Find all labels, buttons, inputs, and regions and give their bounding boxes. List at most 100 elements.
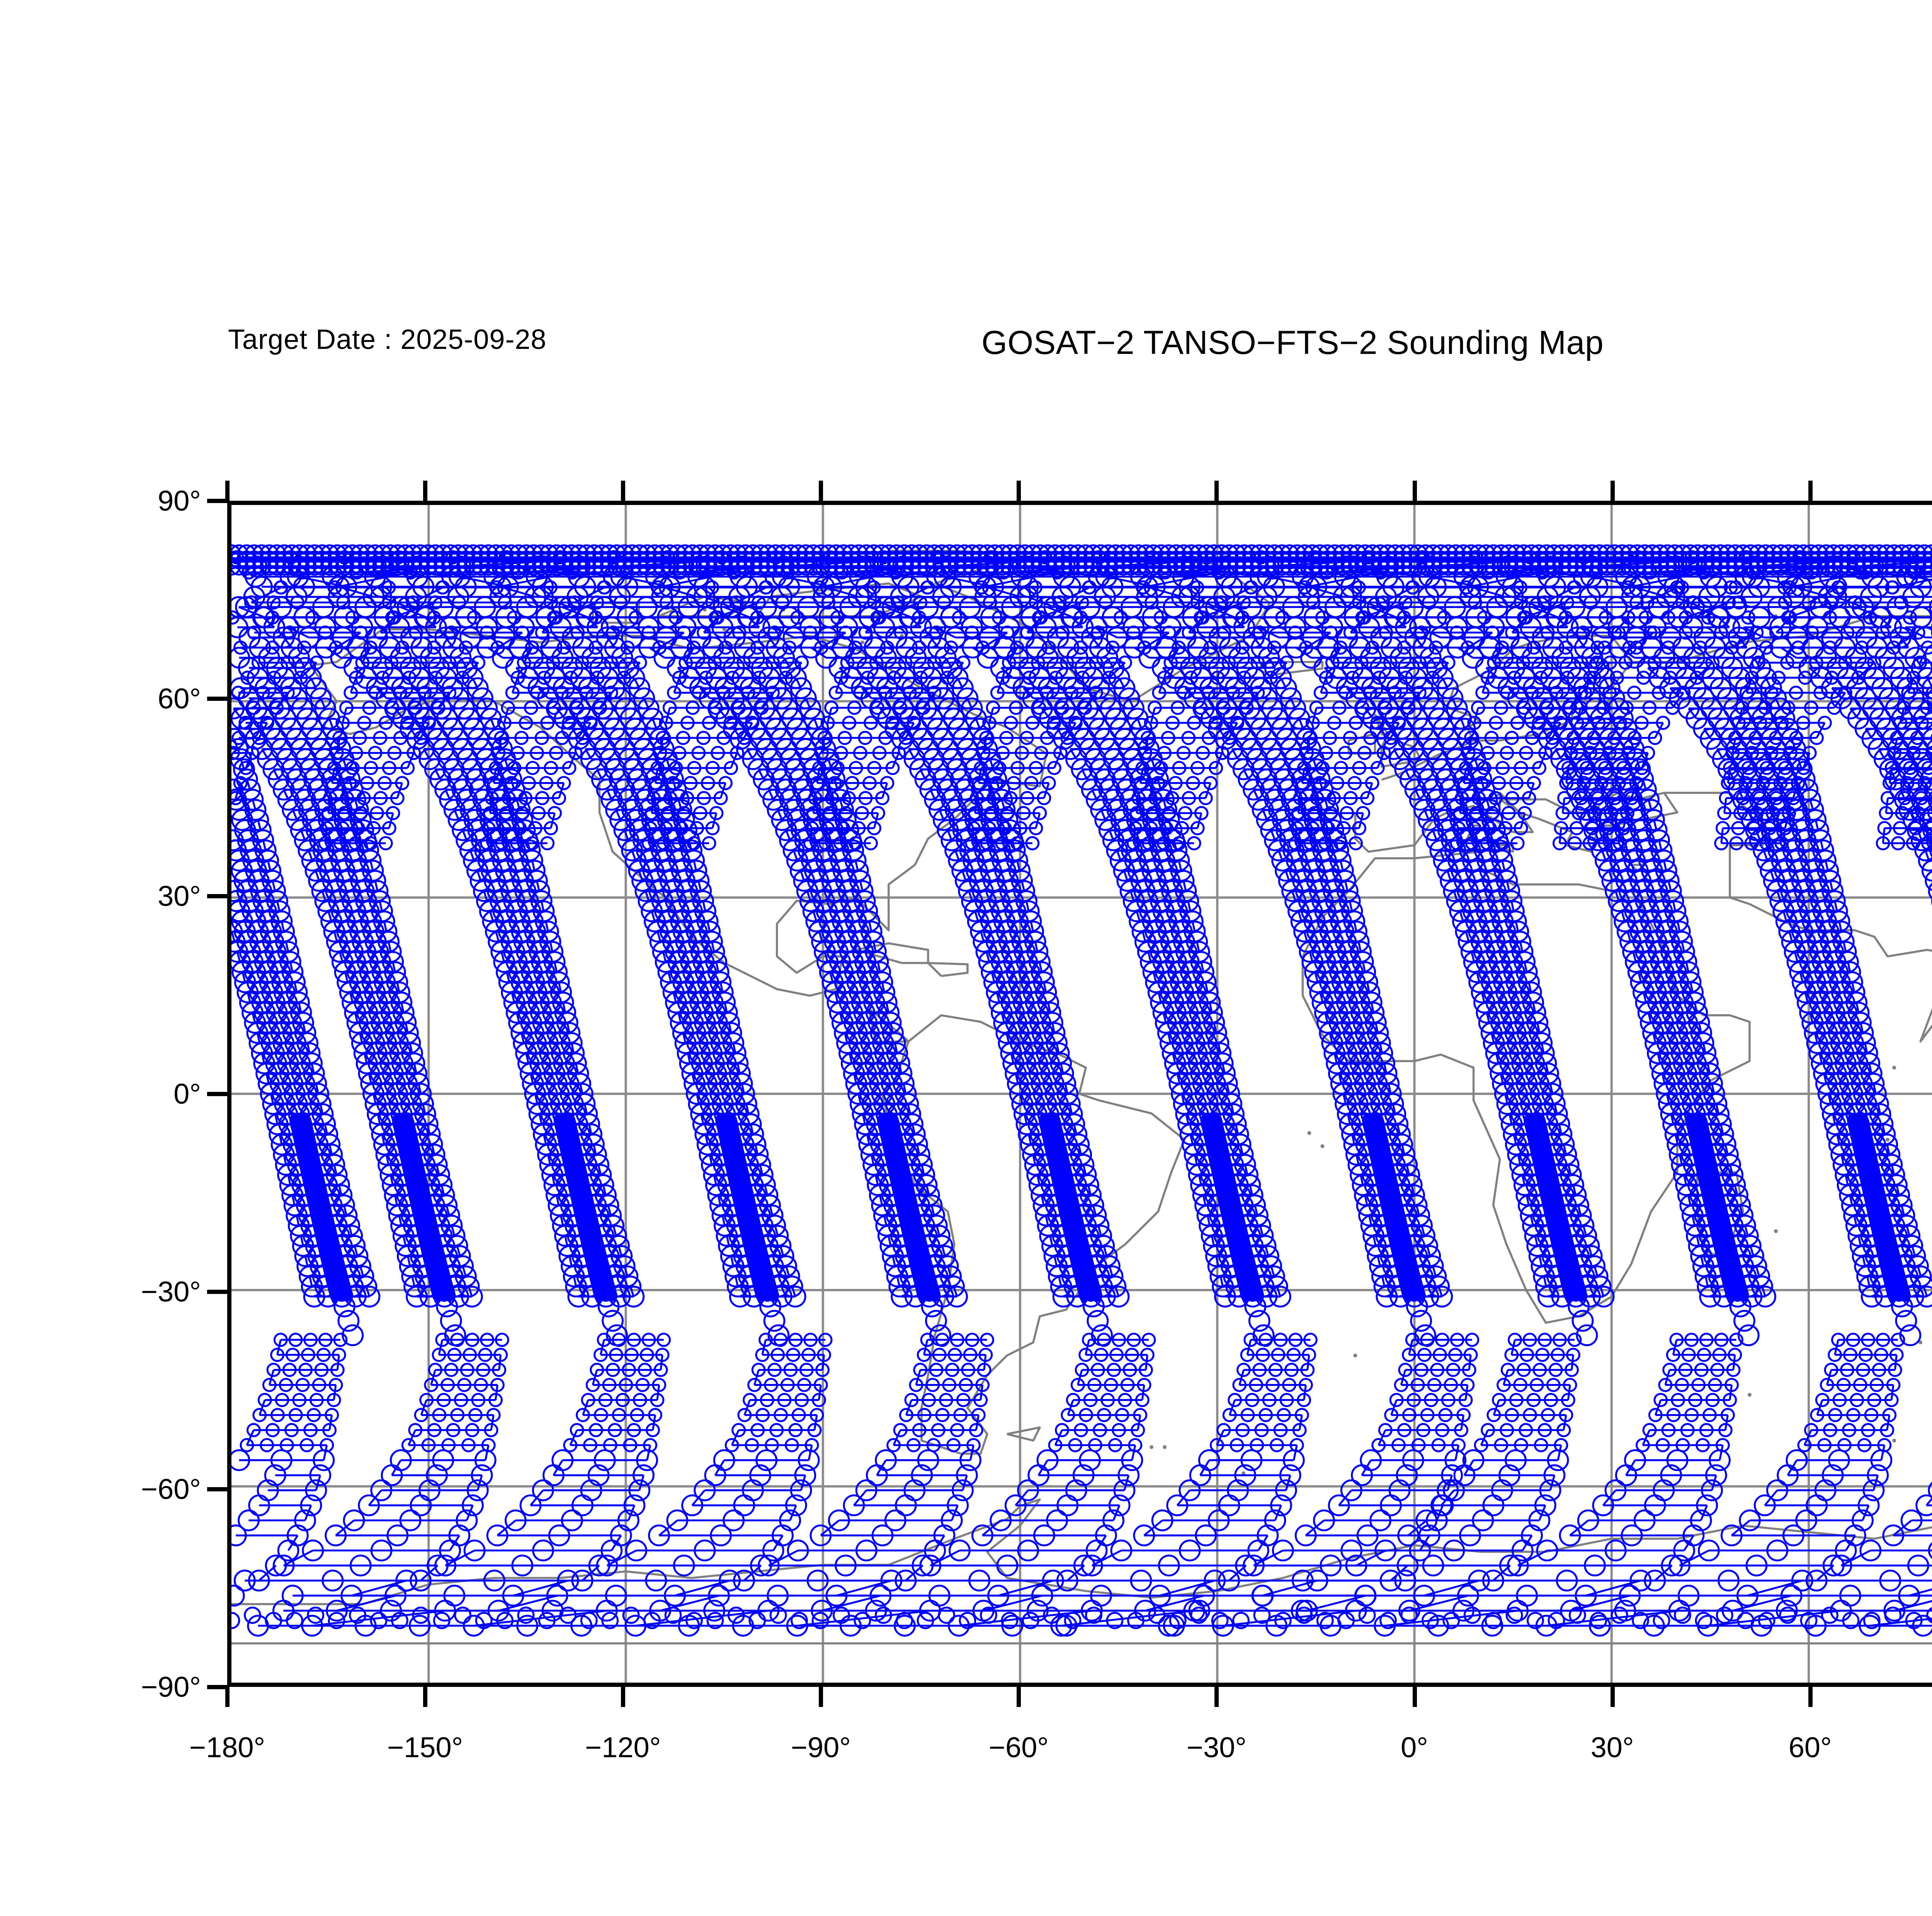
sounding-track-segment — [463, 1266, 466, 1276]
sounding-track-segment — [1874, 1475, 1878, 1490]
sounding-track-segment — [1895, 1355, 1896, 1370]
coastline-islet — [1774, 1229, 1778, 1233]
sounding-track-segment — [607, 790, 612, 800]
coastline-islet — [1150, 1445, 1153, 1449]
x-axis-tick-label: 0° — [1401, 1731, 1428, 1764]
y-axis-tick-label: 0° — [173, 1078, 201, 1110]
y-axis-tick-label: 60° — [158, 682, 201, 715]
sounding-track-segment — [546, 921, 548, 932]
sounding-track-segment — [537, 881, 539, 891]
sounding-track-segment — [1563, 798, 1564, 813]
sounding-track-segment — [490, 911, 493, 921]
sounding-track-segment — [1665, 1370, 1670, 1385]
sounding-track-segment — [1817, 1400, 1823, 1415]
sounding-track-segment — [1881, 1445, 1884, 1460]
coastline-path — [928, 963, 968, 976]
sounding-track-segment — [322, 891, 325, 901]
sounding-track-segment — [646, 891, 649, 901]
sounding-track-segment — [408, 1256, 410, 1266]
sounding-track-segment — [1564, 1415, 1566, 1430]
sounding-track-segment — [1886, 798, 1888, 813]
sounding-track-segment — [786, 1266, 789, 1276]
sounding-track-segment — [694, 860, 696, 870]
sounding-marker — [764, 1311, 784, 1331]
coastline-islet — [1307, 1131, 1311, 1135]
sounding-track-segment — [380, 901, 382, 911]
sounding-track-segment — [1712, 1475, 1716, 1490]
sounding-track-segment — [446, 790, 450, 800]
sounding-track-segment — [316, 871, 319, 881]
coastline-islet — [1748, 1393, 1752, 1397]
sounding-track-segment — [644, 698, 648, 708]
sounding-track-segment — [1721, 828, 1723, 843]
map-plot-frame[interactable] — [227, 501, 1932, 1687]
sounding-track-segment — [484, 891, 487, 901]
y-axis-tick-label: −90° — [141, 1671, 201, 1703]
coastline-islet — [1163, 1445, 1167, 1449]
y-axis-tick-label: 30° — [158, 880, 201, 913]
sounding-track-segment — [574, 1276, 576, 1286]
sounding-track-segment — [412, 1276, 415, 1286]
page-title: GOSAT−2 TANSO−FTS−2 Sounding Map — [981, 324, 1604, 362]
sounding-track-segment — [1719, 1445, 1723, 1460]
x-axis-tick-labels: −180°−150°−120°−90°−60°−30°0°30°60°90°12… — [227, 1731, 1932, 1777]
sounding-marker — [441, 1311, 461, 1331]
target-date-label: Target Date : 2025-09-28 — [228, 324, 547, 355]
sounding-track-segment — [632, 850, 636, 860]
sounding-track-segment — [311, 678, 316, 688]
x-axis-tick-label: −60° — [989, 1731, 1049, 1764]
sounding-track-segment — [1558, 1445, 1561, 1460]
sounding-track-segment — [470, 850, 474, 860]
coastline-islet — [1886, 1138, 1889, 1142]
sounding-track-segment — [1571, 1355, 1573, 1370]
sounding-track-segment — [1586, 1581, 1641, 1596]
x-axis-tick-label: 30° — [1591, 1731, 1634, 1764]
coastline-islet — [1320, 1144, 1324, 1148]
sounding-track-segment — [703, 901, 706, 911]
coastline-islet — [1353, 1353, 1357, 1357]
sounding-track-segment — [652, 911, 655, 921]
sounding-track-segment — [1835, 1340, 1838, 1355]
sounding-track-segment — [1503, 1370, 1508, 1385]
x-axis-tick-label: −150° — [387, 1731, 463, 1764]
coastline-path — [1007, 1428, 1040, 1441]
sounding-track-segment — [375, 881, 378, 891]
sounding-track-segment — [712, 942, 714, 952]
x-axis-tick-label: −90° — [791, 1731, 851, 1764]
sounding-track-segment — [1816, 723, 1825, 738]
sounding-track-segment — [1673, 1340, 1677, 1355]
sounding-track-segment — [1730, 1385, 1732, 1400]
sounding-track-segment — [1883, 828, 1884, 843]
sounding-track-segment — [707, 921, 710, 932]
sounding-track-segment — [1655, 723, 1663, 738]
sounding-track-segment — [699, 881, 701, 891]
sounding-track-segment — [328, 911, 332, 921]
sounding-track-segment — [477, 871, 481, 881]
y-axis-tick-label: −30° — [141, 1275, 201, 1308]
sounding-track-segment — [1560, 828, 1561, 843]
sounding-track-segment — [565, 1236, 568, 1246]
sounding-track-segment — [1424, 1581, 1479, 1596]
sounding-track-segment — [631, 1287, 634, 1297]
sounding-track-segment — [454, 810, 459, 820]
sounding-track-segment — [653, 719, 656, 729]
x-axis-tick-label: −120° — [585, 1731, 661, 1764]
x-axis-tick-label: −180° — [189, 1731, 265, 1764]
y-axis-tick-label: 90° — [158, 485, 201, 517]
sounding-track-segment — [469, 1287, 472, 1297]
sounding-track-segment — [1887, 1415, 1889, 1430]
sounding-track-segment — [550, 942, 553, 952]
sounding-track-segment — [532, 860, 534, 870]
sounding-track-segment — [541, 901, 544, 911]
sounding-track-segment — [1891, 1385, 1893, 1400]
sounding-track-segment — [570, 1256, 572, 1266]
sounding-track-segment — [731, 1256, 733, 1266]
sounding-track-segment — [284, 790, 288, 800]
sounding-track-segment — [1550, 1475, 1554, 1490]
sounding-track-segment — [616, 810, 621, 820]
map-svg — [231, 505, 1932, 1683]
sounding-track-segment — [309, 850, 312, 860]
y-axis-tick-label: −60° — [141, 1473, 201, 1506]
sounding-track-segment — [1725, 798, 1726, 813]
